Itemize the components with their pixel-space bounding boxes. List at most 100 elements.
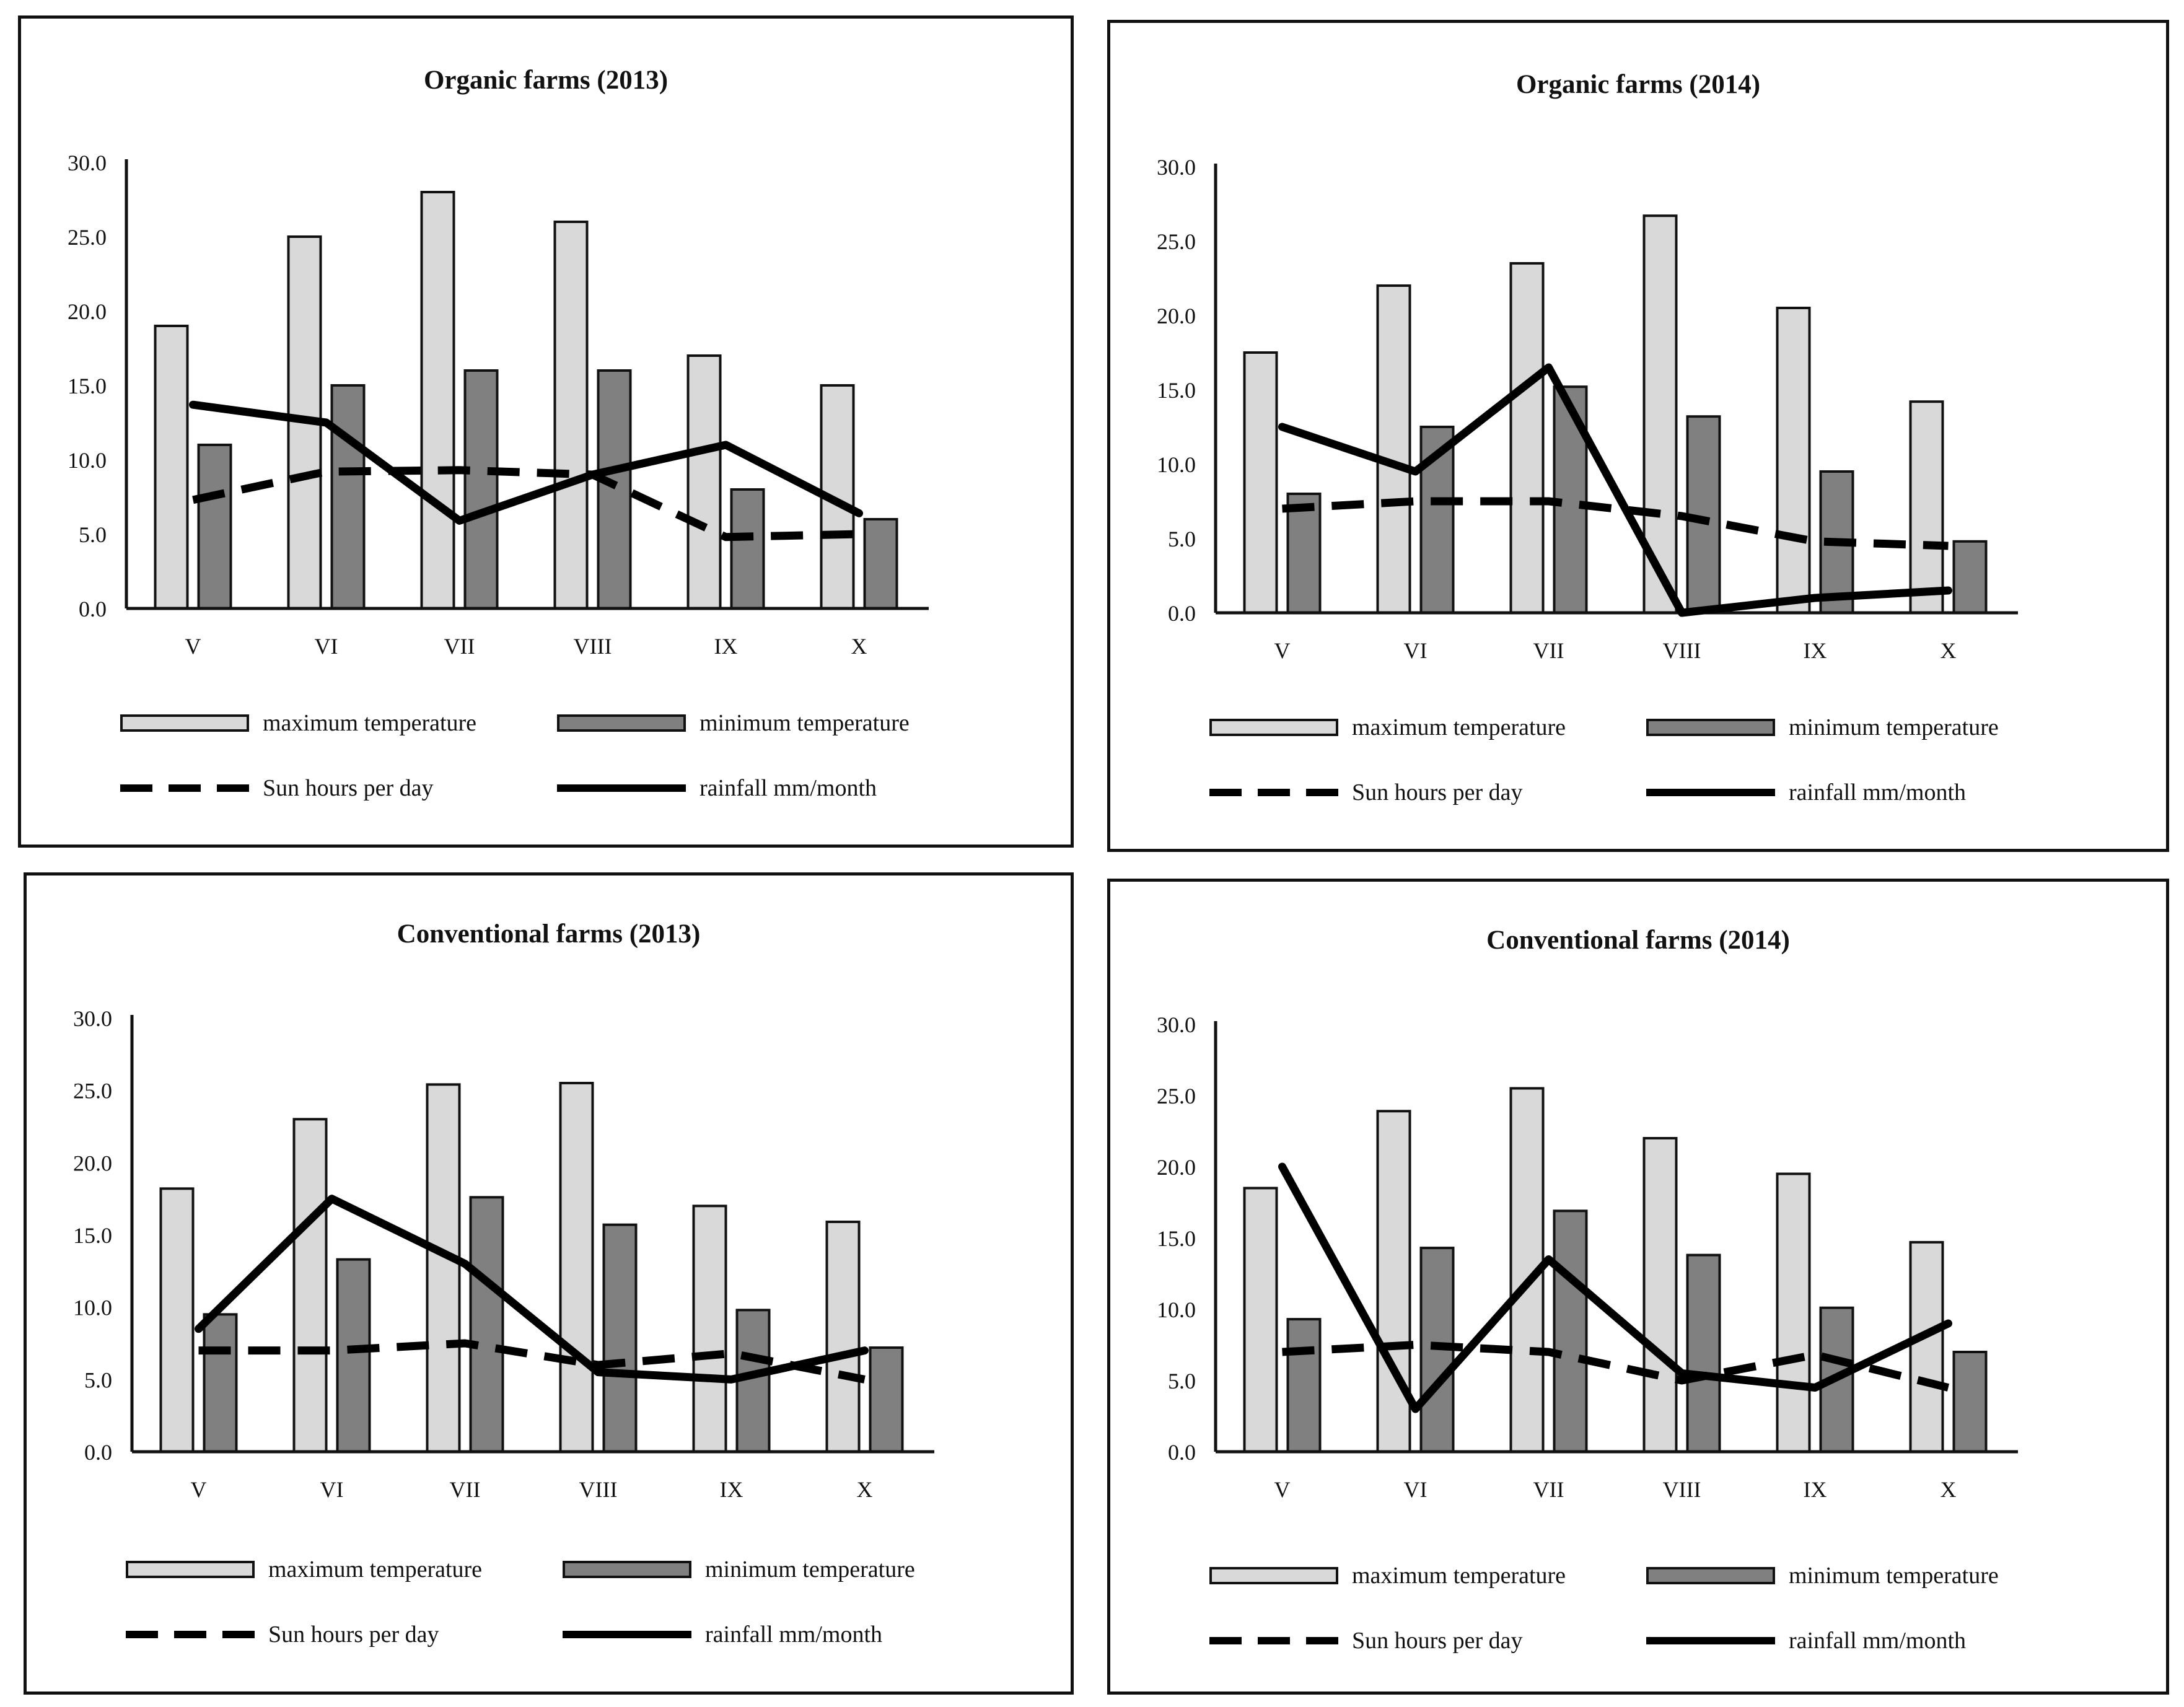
bar-max-temp	[1376, 1110, 1411, 1453]
legend-swatch-min	[557, 714, 686, 732]
x-tick-label: VII	[450, 1477, 481, 1502]
sun-hours-line	[198, 1339, 866, 1384]
bar-min-temp	[869, 1346, 904, 1453]
bar-min-temp	[469, 1196, 504, 1453]
bar-max-temp	[825, 1221, 861, 1453]
bar-max-temp	[1243, 1187, 1278, 1453]
legend-label-max: maximum temperature	[1352, 1563, 1566, 1589]
legend-swatch-min	[563, 1561, 691, 1578]
legend-solid-line	[1646, 789, 1775, 796]
legend-swatch-min	[1646, 1567, 1775, 1584]
y-tick-label: 5.0	[79, 522, 107, 547]
bar-min-temp	[1286, 493, 1322, 614]
y-tick-label: 0.0	[84, 1440, 112, 1465]
legend-label-min: minimum temperature	[1789, 714, 1999, 740]
legend-label-max: maximum temperature	[268, 1556, 483, 1582]
legend-label-sun: Sun hours per day	[263, 775, 434, 801]
y-tick-label: 25.0	[68, 225, 107, 250]
legend-label-max: maximum temperature	[263, 710, 477, 736]
bar-min-temp	[1686, 1253, 1721, 1453]
y-tick-label: 0.0	[1168, 601, 1196, 626]
y-tick-label: 20.0	[68, 299, 107, 324]
legend-swatch-max	[1209, 1567, 1338, 1584]
x-tick-label: VI	[1404, 638, 1427, 663]
bar-min-temp	[597, 369, 632, 610]
legend-solid-line	[563, 1631, 691, 1638]
legend-label-rain: rainfall mm/month	[699, 775, 877, 801]
chart-legend: maximum temperature minimum temperature …	[1209, 1562, 2139, 1686]
bar-max-temp	[1642, 1137, 1678, 1453]
x-tick-label: VIII	[574, 634, 612, 659]
bar-max-temp	[1909, 1240, 1944, 1454]
chart-panel-conventional-2013: Conventional farms (2013) 0.0 5.0 10.0 15.0…	[24, 872, 1074, 1695]
legend-label-sun: Sun hours per day	[268, 1621, 439, 1648]
y-tick-label: 20.0	[1157, 1155, 1196, 1180]
y-tick-label: 30.0	[1157, 1012, 1196, 1037]
legend-label-sun: Sun hours per day	[1352, 779, 1523, 805]
chart-panel-organic-2014: Organic farms (2014) 0.0 5.0 10.0 15.0 20.0 2…	[1107, 20, 2169, 852]
bar-min-temp	[203, 1313, 238, 1453]
legend-swatch-max	[120, 714, 249, 732]
y-tick-label: 15.0	[73, 1223, 112, 1248]
y-tick-label: 0.0	[1168, 1440, 1196, 1465]
legend-label-min: minimum temperature	[705, 1556, 915, 1582]
bar-min-temp	[330, 384, 366, 610]
y-tick-label: 30.0	[73, 1006, 112, 1031]
legend-item-sun: Sun hours per day	[120, 775, 433, 802]
chart-legend: maximum temperature minimum temperature …	[126, 1556, 1055, 1680]
legend-item-max: maximum temperature	[1209, 1562, 1566, 1589]
legend-label-max: maximum temperature	[1352, 714, 1566, 740]
legend-item-sun: Sun hours per day	[1209, 779, 1522, 806]
legend-item-rain: rainfall mm/month	[1646, 779, 1966, 806]
chart-legend: maximum temperature minimum temperature …	[120, 709, 1050, 833]
legend-swatch-max	[1209, 719, 1338, 736]
legend-item-rain: rainfall mm/month	[557, 775, 877, 802]
y-tick-label: 30.0	[1157, 155, 1196, 180]
legend-solid-line	[1646, 1637, 1775, 1644]
sun-hours-line	[192, 466, 859, 542]
bar-max-temp	[1776, 1172, 1811, 1453]
bar-max-temp	[686, 354, 722, 610]
x-tick-label: V	[191, 1477, 207, 1502]
y-tick-label: 5.0	[1168, 527, 1196, 551]
legend-item-max: maximum temperature	[1209, 714, 1566, 741]
sun-hours-line	[1282, 497, 1949, 550]
legend-dashed-line	[1209, 1637, 1338, 1644]
bar-min-temp	[1952, 1351, 1988, 1453]
x-tick-label: X	[1941, 638, 1957, 663]
chart-plot: 0.0 5.0 10.0 15.0 20.0 25.0 30.0 V VI VII VIII IX X	[73, 1006, 934, 1502]
bar-min-temp	[197, 444, 232, 610]
rainfall-line	[1278, 363, 1952, 617]
y-tick-label: 5.0	[84, 1367, 112, 1392]
legend-item-sun: Sun hours per day	[126, 1621, 439, 1648]
bar-min-temp	[1286, 1318, 1322, 1453]
chart-title: Organic farms (2013)	[423, 66, 669, 95]
legend-swatch-max	[126, 1561, 255, 1578]
x-tick-label: VII	[1533, 638, 1564, 663]
legend-item-min: minimum temperature	[1646, 1562, 1999, 1589]
legend-dashed-line	[1209, 789, 1338, 796]
legend-item-min: minimum temperature	[1646, 714, 1999, 741]
x-tick-label: VII	[444, 634, 475, 659]
legend-label-rain: rainfall mm/month	[1789, 779, 1967, 805]
bar-max-temp	[159, 1187, 195, 1453]
y-tick-label: 25.0	[1157, 1084, 1196, 1108]
legend-item-min: minimum temperature	[563, 1556, 915, 1583]
y-tick-label: 25.0	[1157, 229, 1196, 254]
chart-panel-organic-2013: Organic farms (2013) 0.0 5.0 10.0 15.0 20.0 2…	[18, 15, 1074, 848]
chart-plot: 0.0 5.0 10.0 15.0 20.0 25.0 30.0 V VI VII VIII IX X	[1157, 155, 2018, 663]
bar-max-temp	[426, 1083, 461, 1454]
bar-max-temp	[1243, 351, 1278, 614]
legend-label-sun: Sun hours per day	[1352, 1628, 1523, 1654]
legend-label-min: minimum temperature	[1789, 1563, 1999, 1589]
y-tick-label: 30.0	[68, 151, 107, 175]
y-tick-label: 0.0	[79, 597, 107, 621]
x-tick-label: IX	[714, 634, 738, 659]
x-tick-label: V	[1274, 1477, 1291, 1502]
bar-max-temp	[553, 221, 589, 610]
x-tick-label: IX	[720, 1477, 743, 1502]
legend-item-max: maximum temperature	[120, 709, 476, 737]
x-tick-label: VII	[1533, 1477, 1564, 1502]
y-tick-label: 5.0	[1168, 1369, 1196, 1393]
bar-max-temp	[692, 1205, 727, 1453]
